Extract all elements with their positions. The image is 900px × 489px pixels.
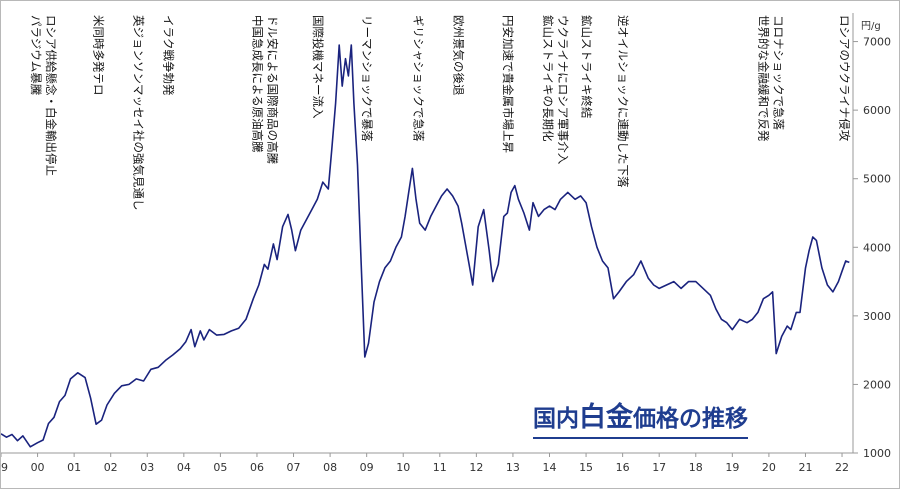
x-tick-label: 11: [433, 461, 447, 474]
chart-title-part: 白金: [579, 401, 634, 433]
annotation-text: 鉱山ストライキ終結: [580, 15, 594, 119]
y-tick-label: 3000: [863, 310, 891, 323]
x-tick-label: 18: [689, 461, 703, 474]
x-tick-label: 08: [323, 461, 337, 474]
x-tick-label: 05: [213, 461, 227, 474]
x-tick-label: 01: [67, 461, 81, 474]
annotation-text: ロシア供給懸念・白金輸出停止: [44, 15, 58, 176]
x-tick-label: 22: [835, 461, 849, 474]
chart-title-part: 国内: [533, 406, 579, 432]
y-tick-label: 7000: [863, 36, 891, 49]
x-tick-label: 20: [762, 461, 776, 474]
series-layer: [1, 44, 850, 448]
x-tick-label: 09: [360, 461, 374, 474]
chart-title-part: 価格の推移: [632, 405, 748, 432]
y-unit-label: 円/g: [861, 21, 881, 32]
annotation-text: リーマンショックで暴落: [360, 15, 374, 142]
annotation-text: コロナショックで急落: [772, 15, 786, 130]
annotation-text: ギリシャショックで急落: [411, 15, 425, 142]
y-tick-label: 4000: [863, 241, 891, 254]
price-line-series-0: [1, 44, 850, 448]
annotation-text: ウクライナにロシア軍事介入: [556, 15, 570, 165]
x-tick-label: 07: [287, 461, 301, 474]
chart-title: 国内白金価格の推移: [533, 401, 748, 433]
annotation-text: 中国急成長による原油高騰: [250, 15, 264, 153]
x-tick-label: 00: [31, 461, 45, 474]
x-tick-label: 99: [1, 461, 8, 474]
annotation-text: 欧州景気の後退: [452, 15, 466, 96]
y-tick-label: 6000: [863, 104, 891, 117]
annotation-text: 国際投機マネー流入: [311, 15, 325, 119]
y-tick-label: 1000: [863, 447, 891, 460]
annotation-text: 米同時多発テロ: [91, 15, 105, 96]
x-tick-label: 14: [542, 461, 556, 474]
x-tick-label: 16: [616, 461, 630, 474]
annotation-text: 鉱山ストライキの長期化: [541, 15, 555, 142]
annotation-text: 世界的な金融緩和で反発: [757, 15, 771, 142]
annotation-text: イラク戦争勃発: [161, 15, 175, 96]
x-tick-label: 03: [140, 461, 154, 474]
annotation-text: ロシアのウクライナ侵攻: [837, 15, 851, 142]
x-tick-label: 19: [725, 461, 739, 474]
annotation-text: 逆オイルショックに連動した下落: [616, 15, 630, 188]
x-tick-label: 12: [469, 461, 483, 474]
annotation-layer: パラジウム暴騰 ロシア供給懸念・白金輸出停止 米同時多発テロ 英ジョンソンマッセイ社の…: [29, 15, 851, 211]
x-tick-label: 10: [396, 461, 410, 474]
annotation-text: 円安加速で貴金属市場上昇: [501, 15, 515, 153]
title-layer: 国内白金価格の推移: [533, 401, 748, 439]
x-tick-label: 06: [250, 461, 264, 474]
axis-layer: 円/g 1000 2000 3000 4000 5000 6000 7000 99 00 01 02 0…: [1, 13, 891, 474]
x-tick-label: 17: [652, 461, 666, 474]
annotation-text: 英ジョンソンマッセイ社の強気見通し: [131, 15, 145, 211]
x-tick-label: 13: [506, 461, 520, 474]
x-tick-label: 15: [579, 461, 593, 474]
x-tick-label: 04: [177, 461, 191, 474]
x-tick-label: 21: [798, 461, 812, 474]
annotation-text: ドル安による国際商品の高騰: [265, 15, 279, 165]
y-tick-label: 2000: [863, 378, 891, 391]
y-tick-label: 5000: [863, 173, 891, 186]
x-tick-label: 02: [104, 461, 118, 474]
annotation-text: パラジウム暴騰: [29, 15, 43, 96]
